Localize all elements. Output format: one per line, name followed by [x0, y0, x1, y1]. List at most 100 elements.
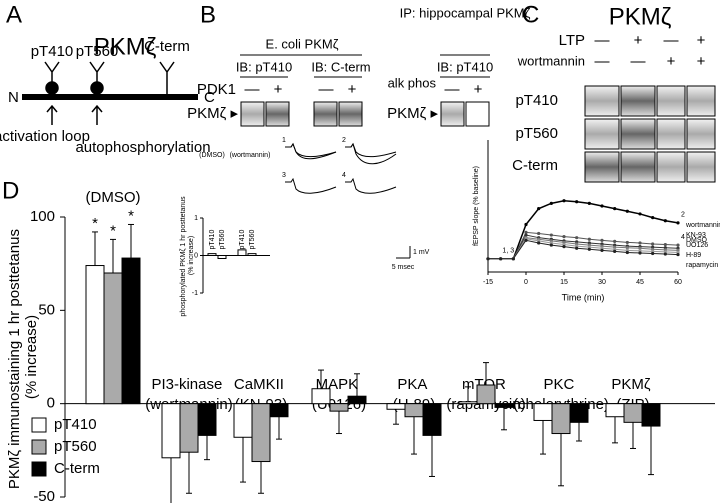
arrow-label: activation loop	[0, 128, 90, 145]
legend-label: pT560	[54, 438, 97, 455]
y-tick-label: 1	[194, 215, 198, 222]
blot-row-label: pT560	[515, 125, 558, 142]
point	[663, 252, 667, 256]
x-tick-label: 45	[636, 279, 644, 286]
sign: —	[631, 53, 646, 70]
point	[625, 250, 629, 255]
point	[562, 245, 566, 249]
point	[499, 257, 503, 261]
annotation: 2	[681, 212, 685, 219]
bar	[85, 265, 105, 405]
y-tick-label: 0	[194, 252, 198, 259]
blot-row-label: pT410	[515, 92, 558, 109]
point	[524, 238, 528, 242]
antibody-icons	[44, 61, 175, 125]
blot-label: IB: pT410	[437, 59, 493, 74]
y-tick-label: 0	[47, 395, 55, 412]
sign: —	[445, 81, 460, 98]
band-label: PKMζ ▸	[187, 105, 238, 122]
sign: +	[274, 81, 283, 98]
sign: +	[697, 32, 706, 49]
sign: —	[595, 53, 610, 70]
y-tick-label: 100	[30, 208, 55, 225]
legend-swatch	[31, 439, 47, 455]
blot-title: IP: hippocampal PKMζ	[400, 5, 531, 20]
bar	[179, 403, 199, 453]
sign: +	[474, 81, 483, 98]
point	[651, 251, 655, 256]
group-label: (DMSO)	[199, 152, 225, 159]
point	[613, 207, 617, 211]
point	[524, 230, 528, 234]
y-tick-label: -50	[33, 488, 55, 503]
point	[549, 243, 553, 247]
point	[587, 201, 591, 205]
panel-letter: C	[522, 1, 539, 28]
bar	[386, 403, 406, 410]
site-label: pT560	[76, 43, 119, 60]
trace-label: 2	[342, 137, 346, 144]
category-label: pT560	[249, 230, 256, 250]
significance: *	[92, 215, 98, 232]
bar	[161, 403, 181, 459]
point	[676, 221, 680, 225]
point	[549, 201, 553, 205]
legend-swatch	[31, 417, 47, 433]
blots	[240, 101, 490, 127]
sign: +	[634, 32, 643, 49]
x-tick-label: 60	[674, 279, 682, 286]
point	[638, 241, 642, 245]
point	[613, 239, 617, 243]
series-label: DMSO	[686, 237, 708, 244]
panel-letter: A	[6, 1, 22, 28]
bar	[494, 403, 514, 408]
panel-letter: B	[200, 1, 216, 28]
category-label: (DMSO)	[86, 189, 141, 206]
series-label: UO126	[686, 242, 708, 249]
trace-label: 4	[342, 172, 346, 179]
significance: *	[128, 207, 134, 224]
bar	[103, 272, 123, 405]
category-label: pT410	[209, 230, 216, 250]
series-line	[488, 199, 679, 260]
bar	[311, 388, 331, 405]
treatment: PDK1	[197, 81, 236, 98]
point	[575, 200, 579, 204]
series-label: rapamycin	[686, 262, 718, 269]
point	[587, 237, 591, 241]
significance: *	[110, 222, 116, 239]
point	[651, 242, 655, 246]
point	[625, 209, 629, 213]
bar	[233, 403, 253, 438]
row-label: wortmannin	[517, 53, 585, 68]
scale-label: 1 mV	[413, 249, 430, 256]
fepsp-traces	[285, 142, 411, 259]
y-tick-label: 50	[38, 301, 55, 318]
sign: +	[697, 53, 706, 70]
bar	[329, 403, 349, 412]
bar	[247, 253, 257, 256]
sign: —	[664, 32, 679, 49]
point	[663, 242, 667, 247]
scale-label: 5 msec	[392, 264, 415, 271]
bar	[641, 403, 661, 427]
sign: —	[319, 81, 334, 98]
point	[537, 241, 541, 245]
series-line	[488, 239, 679, 260]
sign: —	[245, 81, 260, 98]
site-label: C-term	[144, 38, 190, 55]
point	[638, 212, 642, 216]
site-label: pT410	[31, 43, 74, 60]
point	[549, 233, 553, 237]
point	[511, 257, 515, 261]
bar	[269, 403, 289, 418]
row-label: LTP	[559, 32, 585, 49]
bar	[551, 403, 571, 435]
x-tick-label: 15	[560, 279, 568, 286]
point	[524, 222, 528, 227]
point	[575, 246, 579, 250]
series-label: wortmannin	[685, 222, 720, 229]
bar	[422, 403, 442, 436]
x-axis-label: Time (min)	[562, 292, 605, 302]
